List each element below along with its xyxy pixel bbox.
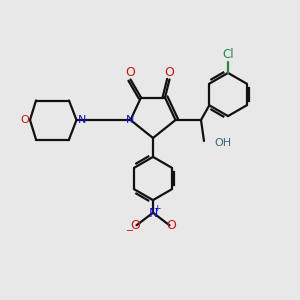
Text: N: N <box>126 115 135 125</box>
Text: N: N <box>78 115 86 125</box>
Text: O: O <box>166 219 176 232</box>
Text: O: O <box>165 66 174 80</box>
Text: O: O <box>20 115 29 125</box>
Text: +: + <box>153 204 161 213</box>
Text: −: − <box>126 226 134 236</box>
Text: Cl: Cl <box>222 48 234 61</box>
Text: O: O <box>126 66 135 80</box>
Text: N: N <box>148 207 158 220</box>
Text: O: O <box>130 219 140 232</box>
Text: OH: OH <box>214 137 232 148</box>
